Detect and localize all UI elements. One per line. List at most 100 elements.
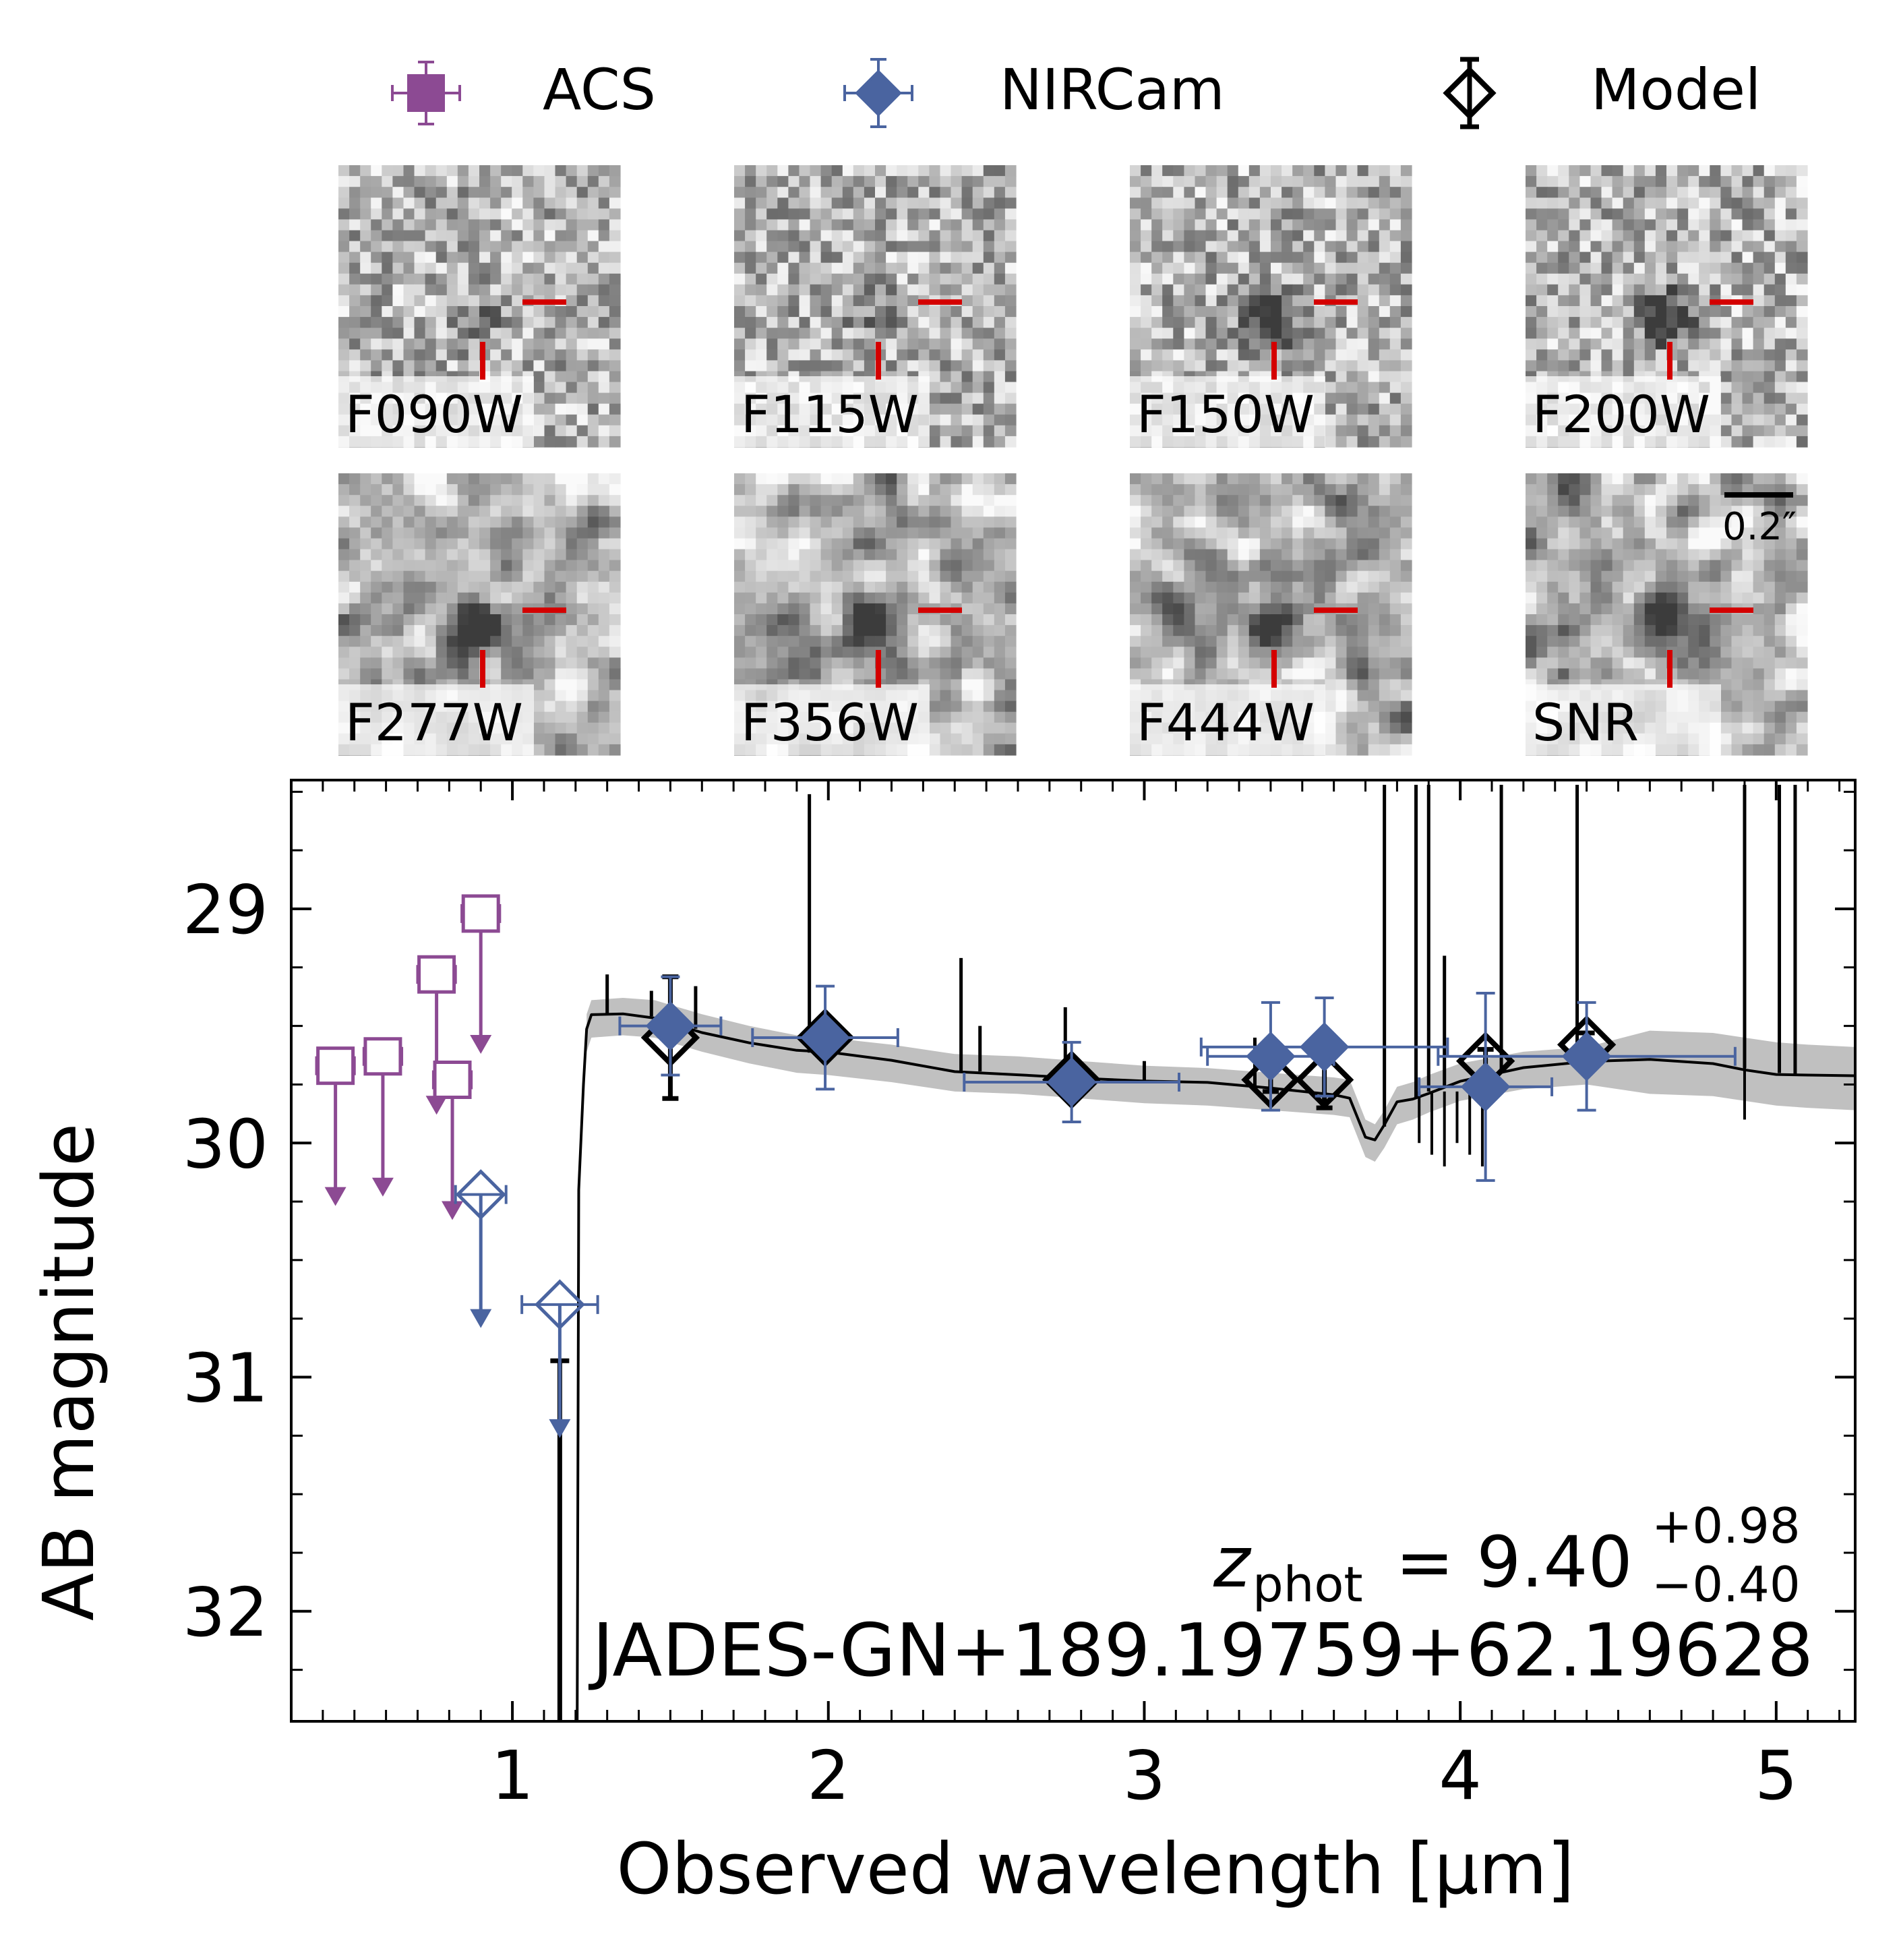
cutout-pixel xyxy=(1558,176,1569,187)
cutout-pixel xyxy=(1271,527,1282,539)
cutout-pixel xyxy=(403,198,415,209)
cutout-pixel xyxy=(810,306,822,318)
cutout-pixel xyxy=(1389,338,1401,350)
cutout-pixel xyxy=(1248,581,1261,593)
cutout-pixel xyxy=(766,636,778,647)
cutout-pixel xyxy=(1282,570,1293,583)
cutout-pixel xyxy=(533,484,545,496)
cutout-pixel xyxy=(609,425,621,437)
cutout-pixel xyxy=(940,360,952,372)
cutout-pixel xyxy=(1677,495,1689,506)
cutout-pixel xyxy=(479,560,491,572)
cutout-pixel xyxy=(1753,328,1765,339)
cutout-pixel xyxy=(457,527,469,539)
cutout-pixel xyxy=(1292,484,1304,496)
cutout-pixel xyxy=(435,176,448,187)
cutout-pixel xyxy=(1547,473,1559,485)
cutout-pixel xyxy=(1368,495,1380,506)
cutout-pixel xyxy=(414,549,426,561)
cutout-pixel xyxy=(983,668,995,680)
cutout-pixel xyxy=(1623,338,1635,350)
cutout-pixel xyxy=(1774,295,1786,307)
cutout-pixel xyxy=(1357,614,1369,626)
cutout-pixel xyxy=(479,165,491,177)
cutout-pixel xyxy=(1379,679,1391,691)
cutout-pixel xyxy=(1303,284,1315,296)
cutout-pixel xyxy=(1601,328,1613,339)
cutout-pixel xyxy=(501,198,512,209)
cutout-pixel xyxy=(1195,208,1207,220)
cutout-pixel xyxy=(1216,516,1228,528)
cutout-pixel xyxy=(349,516,361,528)
cutout-pixel xyxy=(766,262,778,274)
cutout-pixel xyxy=(533,306,545,318)
cutout-pixel xyxy=(1282,581,1293,593)
cutout-pixel xyxy=(799,208,811,220)
cutout-pixel xyxy=(929,722,941,734)
cutout-pixel xyxy=(810,251,822,264)
cutout-pixel xyxy=(961,230,973,242)
cutout-pixel xyxy=(1346,284,1358,296)
cutout-pixel xyxy=(766,484,778,496)
cutout-pixel xyxy=(1633,198,1646,209)
cutout-pixel xyxy=(349,473,361,485)
cutout-pixel xyxy=(1259,338,1271,350)
cutout-pixel xyxy=(875,241,886,253)
cutout-pixel xyxy=(1216,198,1228,209)
cutout-pixel xyxy=(983,251,995,264)
cutout-pixel xyxy=(414,165,426,177)
cutout-pixel xyxy=(1526,338,1537,350)
cutout-pixel xyxy=(886,636,897,647)
cutout-pixel xyxy=(918,230,930,242)
cutout-pixel xyxy=(457,473,469,485)
cutout-pixel xyxy=(414,581,426,593)
cutout-pixel xyxy=(1633,241,1646,253)
cutout-pixel xyxy=(1774,219,1786,231)
cutout-pixel xyxy=(1379,360,1391,372)
cutout-pixel xyxy=(403,273,415,285)
model-marker-icon xyxy=(1443,57,1497,129)
cutout-pixel xyxy=(1368,371,1380,383)
cutout-pixel xyxy=(609,484,621,496)
cutout-pixel xyxy=(1292,570,1304,583)
cutout-pixel xyxy=(501,251,512,264)
cutout-pixel xyxy=(1764,382,1776,394)
cutout-pixel xyxy=(1590,338,1602,350)
cutout-pixel xyxy=(576,251,589,264)
cutout-pixel xyxy=(479,306,491,318)
cutout-pixel xyxy=(1004,414,1017,426)
cutout-pixel xyxy=(587,733,599,745)
cutout-pixel xyxy=(576,495,589,506)
cutout-pixel xyxy=(994,436,1006,448)
cutout-pixel xyxy=(360,328,371,339)
cutout-pixel xyxy=(1558,495,1569,506)
cutout-pixel xyxy=(972,560,984,572)
cutout-pixel xyxy=(1796,295,1808,307)
cutout-pixel xyxy=(1666,527,1678,539)
cutout-pixel xyxy=(1314,570,1325,583)
cutout-pixel xyxy=(1357,176,1369,187)
cutout-pixel xyxy=(1644,516,1656,528)
cutout-pixel xyxy=(820,262,833,274)
cutout-pixel xyxy=(1753,403,1765,415)
cutout-pixel xyxy=(1292,527,1304,539)
cutout-pixel xyxy=(457,538,469,550)
cutout-pixel xyxy=(1271,219,1282,231)
cutout-pixel xyxy=(1666,473,1678,485)
cutout-pixel xyxy=(609,176,621,187)
cutout-pixel xyxy=(392,317,404,328)
cutout-pixel xyxy=(1141,198,1152,209)
cutout-pixel xyxy=(425,657,437,669)
cutout-pixel xyxy=(587,506,599,517)
cutout-pixel xyxy=(1259,636,1271,647)
cutout-pixel xyxy=(1379,251,1391,264)
cutout-pixel xyxy=(555,733,567,745)
cutout-pixel xyxy=(544,495,556,506)
cutout-pixel xyxy=(1271,538,1282,550)
cutout-pixel xyxy=(766,338,778,350)
cutout-pixel xyxy=(479,251,491,264)
cutout-pixel xyxy=(972,690,984,702)
cutout-pixel xyxy=(1764,219,1776,231)
cutout-pixel xyxy=(734,241,746,253)
cutout-pixel xyxy=(875,581,886,593)
